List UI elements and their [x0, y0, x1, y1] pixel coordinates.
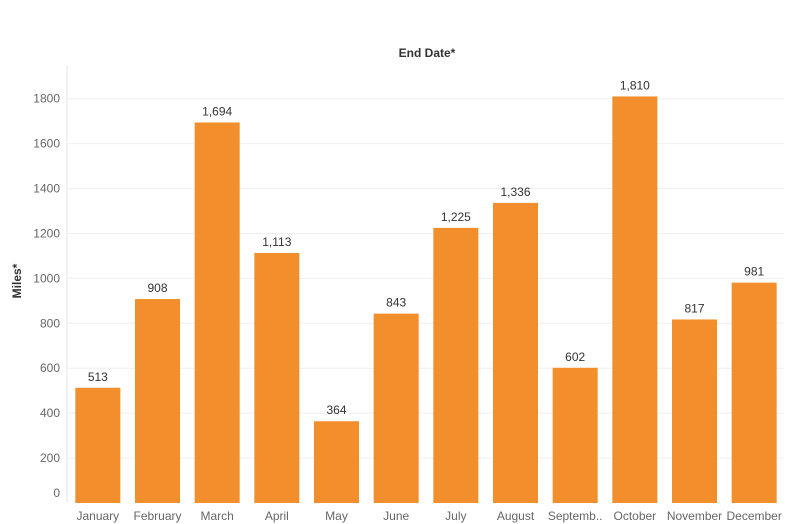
y-tick-label: 1000 — [33, 271, 60, 285]
y-tick-label: 400 — [40, 406, 60, 420]
y-axis-ticks: 0 200 400 600 800 1000 1200 1400 1600 1800 — [33, 92, 60, 500]
x-category-label: December — [726, 509, 781, 523]
x-category-label: November — [667, 509, 722, 523]
bar-value-label: 602 — [565, 350, 585, 364]
x-category-label: February — [133, 509, 181, 523]
y-tick-label: 0 — [53, 486, 60, 500]
bar-value-label: 817 — [684, 301, 704, 315]
x-category-label: July — [445, 509, 466, 523]
y-tick-label: 800 — [40, 316, 60, 330]
x-category-label: April — [265, 509, 289, 523]
bar[interactable] — [373, 313, 419, 503]
bar[interactable] — [493, 202, 538, 503]
bar-value-label: 364 — [326, 403, 346, 417]
bar-value-label: 1,336 — [500, 185, 530, 199]
y-tick-label: 1800 — [33, 92, 60, 106]
bar-value-label: 1,113 — [262, 235, 291, 249]
y-axis-title: Miles* — [10, 263, 24, 298]
bars — [75, 96, 777, 504]
x-category-label: June — [383, 509, 409, 523]
bar[interactable] — [314, 421, 359, 503]
gridlines — [68, 98, 784, 459]
y-tick-label: 1600 — [33, 137, 60, 151]
x-category-label: August — [497, 509, 535, 523]
bar-value-label: 513 — [88, 370, 108, 384]
x-category-label: Septemb.. — [548, 509, 603, 523]
bar[interactable] — [75, 387, 121, 503]
y-tick-label: 200 — [40, 451, 60, 465]
bar-value-label: 1,694 — [202, 105, 232, 119]
x-category-label: May — [325, 509, 348, 523]
bar-value-label: 1,810 — [620, 78, 650, 92]
bar[interactable] — [135, 299, 180, 503]
bar[interactable] — [612, 96, 658, 503]
bar-value-label: 1,225 — [441, 210, 471, 224]
x-axis-categories: January February March April May June July Augu… — [76, 509, 781, 523]
bar[interactable] — [552, 367, 598, 503]
x-category-label: March — [200, 509, 233, 523]
x-category-label: January — [76, 509, 119, 523]
data-labels: 513 908 1,694 1,113 364 843 1,225 1,336 602 1,810… — [88, 78, 765, 417]
bar-value-label: 908 — [147, 281, 167, 295]
chart-title: End Date* — [399, 46, 456, 60]
bar-value-label: 981 — [744, 265, 764, 279]
bar[interactable] — [254, 253, 300, 503]
x-category-label: October — [613, 509, 656, 523]
bar[interactable] — [672, 319, 717, 503]
y-tick-label: 600 — [40, 361, 60, 375]
y-tick-label: 1400 — [33, 182, 60, 196]
bar[interactable] — [731, 282, 777, 503]
bar-value-label: 843 — [386, 296, 406, 310]
y-tick-label: 1200 — [33, 226, 60, 240]
bar[interactable] — [433, 227, 479, 503]
bar[interactable] — [194, 122, 240, 504]
